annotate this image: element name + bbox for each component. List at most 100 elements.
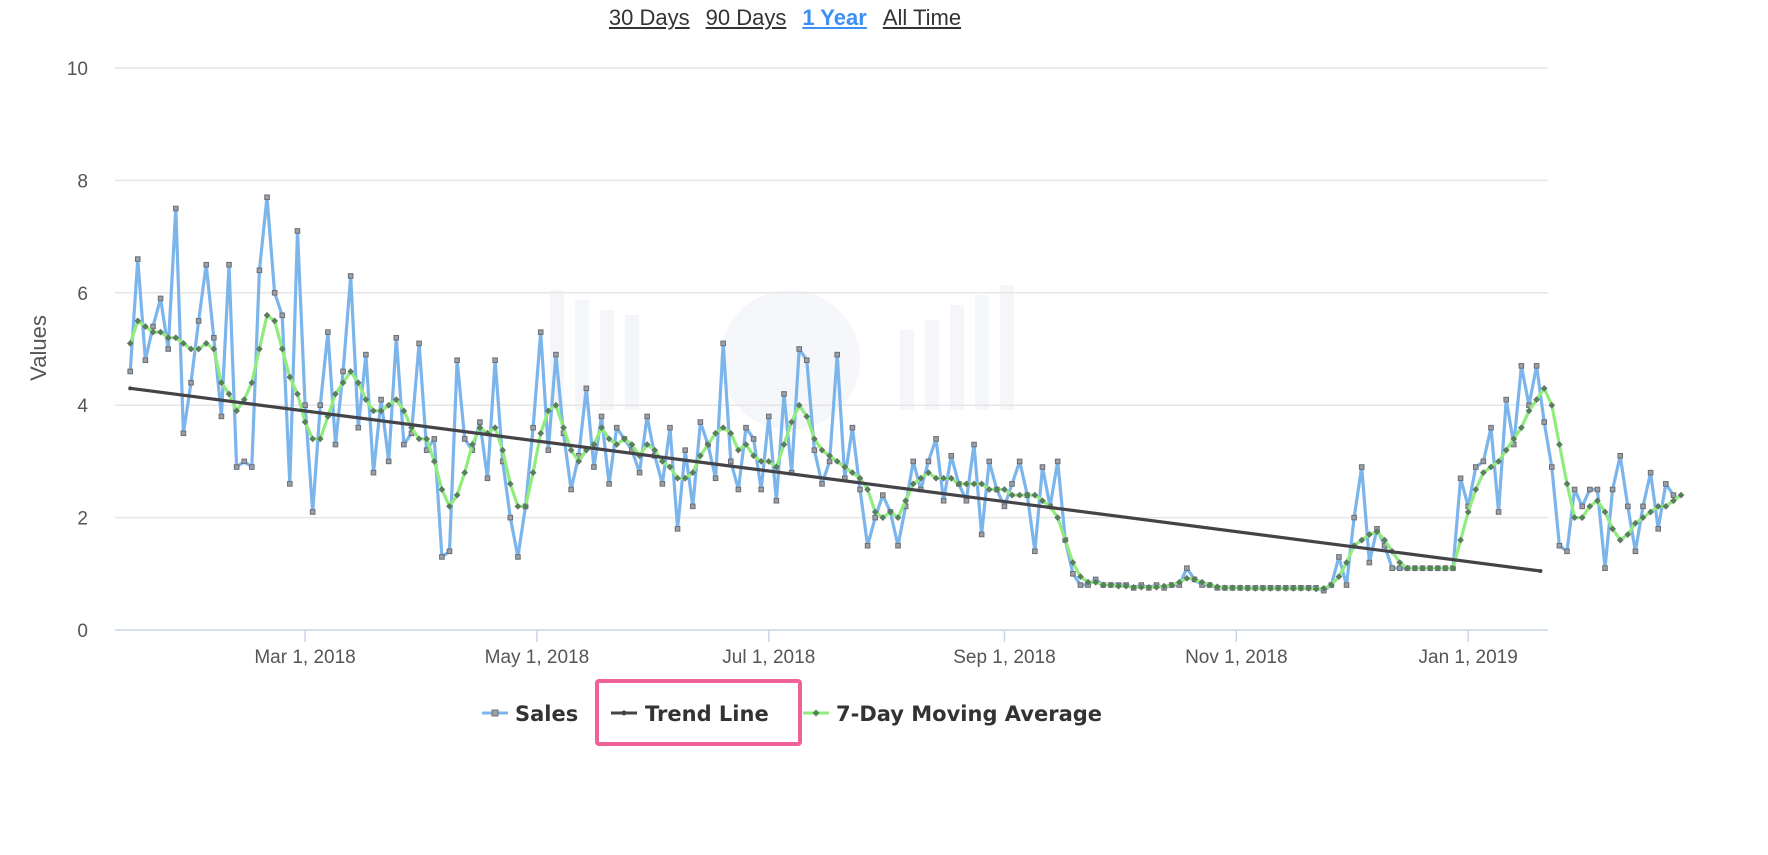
- data-point-moving-average[interactable]: [1449, 564, 1457, 572]
- data-point-moving-average[interactable]: [605, 435, 613, 443]
- data-point-sales[interactable]: [834, 351, 841, 358]
- data-point-moving-average[interactable]: [256, 345, 263, 353]
- data-point-moving-average[interactable]: [1327, 581, 1335, 589]
- data-point-sales[interactable]: [1587, 486, 1593, 493]
- data-point-moving-average[interactable]: [1335, 573, 1343, 580]
- data-point-sales[interactable]: [1549, 464, 1555, 470]
- data-point-sales[interactable]: [986, 458, 993, 465]
- data-point-moving-average[interactable]: [1312, 585, 1320, 593]
- data-point-moving-average[interactable]: [887, 508, 894, 516]
- data-point-sales[interactable]: [150, 323, 156, 330]
- data-point-sales[interactable]: [1579, 503, 1586, 510]
- data-point-sales[interactable]: [226, 261, 232, 268]
- data-point-sales[interactable]: [743, 424, 749, 431]
- data-point-moving-average[interactable]: [1213, 583, 1221, 591]
- data-point-sales[interactable]: [735, 486, 742, 493]
- data-point-sales[interactable]: [1609, 486, 1616, 493]
- data-point-sales[interactable]: [545, 447, 552, 453]
- data-point-sales[interactable]: [1655, 526, 1662, 532]
- data-point-moving-average[interactable]: [134, 317, 142, 325]
- data-point-moving-average[interactable]: [286, 373, 294, 381]
- data-point-moving-average[interactable]: [1525, 407, 1533, 415]
- data-point-moving-average[interactable]: [1115, 582, 1122, 590]
- data-point-moving-average[interactable]: [628, 441, 636, 448]
- data-point-sales[interactable]: [1556, 542, 1563, 549]
- data-point-moving-average[interactable]: [795, 401, 803, 409]
- data-point-sales[interactable]: [157, 295, 164, 302]
- data-point-sales[interactable]: [1351, 514, 1357, 521]
- data-point-sales[interactable]: [370, 469, 377, 476]
- data-point-moving-average[interactable]: [560, 424, 567, 432]
- data-point-moving-average[interactable]: [491, 424, 499, 432]
- data-point-moving-average[interactable]: [1601, 508, 1609, 516]
- data-point-moving-average[interactable]: [278, 345, 286, 353]
- data-point-moving-average[interactable]: [1518, 424, 1525, 432]
- data-point-moving-average[interactable]: [1251, 585, 1259, 592]
- data-point-moving-average[interactable]: [385, 401, 393, 409]
- data-point-sales[interactable]: [583, 385, 590, 392]
- data-point-sales[interactable]: [872, 514, 879, 521]
- range-90-days[interactable]: 90 Days: [705, 5, 787, 30]
- data-point-moving-average[interactable]: [963, 480, 970, 488]
- data-point-moving-average[interactable]: [1016, 491, 1024, 499]
- data-point-moving-average[interactable]: [742, 441, 750, 448]
- data-point-moving-average[interactable]: [757, 458, 765, 465]
- data-point-moving-average[interactable]: [157, 328, 164, 336]
- data-point-sales[interactable]: [256, 267, 263, 274]
- data-point-moving-average[interactable]: [1077, 573, 1084, 580]
- data-point-moving-average[interactable]: [392, 396, 400, 403]
- data-point-sales[interactable]: [484, 475, 491, 482]
- data-point-sales[interactable]: [249, 464, 255, 470]
- data-point-moving-average[interactable]: [233, 407, 240, 415]
- data-point-sales[interactable]: [1632, 548, 1639, 555]
- data-point-moving-average[interactable]: [643, 441, 651, 448]
- data-point-moving-average[interactable]: [613, 441, 621, 448]
- data-point-moving-average[interactable]: [985, 486, 993, 493]
- data-point-sales[interactable]: [454, 357, 460, 364]
- data-point-moving-average[interactable]: [1381, 536, 1388, 544]
- data-point-sales[interactable]: [781, 391, 787, 397]
- data-point-moving-average[interactable]: [871, 508, 879, 516]
- data-point-moving-average[interactable]: [719, 424, 727, 432]
- data-point-moving-average[interactable]: [202, 340, 210, 347]
- data-point-sales[interactable]: [1389, 565, 1395, 571]
- data-point-moving-average[interactable]: [925, 469, 932, 477]
- data-point-sales[interactable]: [1617, 452, 1624, 459]
- data-point-sales[interactable]: [978, 531, 985, 538]
- data-point-moving-average[interactable]: [1267, 585, 1274, 592]
- data-point-sales[interactable]: [636, 469, 643, 476]
- data-point-sales[interactable]: [720, 340, 726, 347]
- data-point-moving-average[interactable]: [1639, 514, 1647, 521]
- data-point-sales[interactable]: [279, 312, 286, 319]
- data-point-moving-average[interactable]: [1289, 585, 1297, 592]
- data-point-sales[interactable]: [895, 542, 901, 549]
- data-point-sales[interactable]: [165, 346, 172, 352]
- data-point-sales[interactable]: [477, 419, 483, 425]
- data-point-moving-average[interactable]: [1654, 502, 1662, 510]
- data-point-moving-average[interactable]: [1670, 497, 1677, 505]
- data-point-moving-average[interactable]: [1160, 582, 1168, 590]
- data-point-moving-average[interactable]: [1153, 583, 1160, 591]
- data-point-sales[interactable]: [1457, 475, 1464, 482]
- data-point-moving-average[interactable]: [1145, 583, 1153, 591]
- data-point-moving-average[interactable]: [438, 486, 446, 493]
- data-point-sales[interactable]: [1054, 458, 1061, 465]
- data-point-moving-average[interactable]: [1183, 574, 1191, 582]
- data-point-moving-average[interactable]: [1274, 585, 1282, 592]
- data-point-moving-average[interactable]: [142, 323, 149, 330]
- data-point-sales[interactable]: [1640, 503, 1646, 510]
- data-point-moving-average[interactable]: [666, 463, 674, 471]
- data-point-sales[interactable]: [553, 351, 559, 358]
- data-point-sales[interactable]: [727, 458, 734, 465]
- data-point-moving-average[interactable]: [955, 480, 963, 488]
- data-point-sales[interactable]: [492, 357, 498, 364]
- data-point-sales[interactable]: [1016, 458, 1023, 465]
- data-point-moving-average[interactable]: [940, 474, 947, 482]
- data-point-moving-average[interactable]: [1001, 486, 1008, 493]
- data-point-sales[interactable]: [537, 329, 544, 335]
- data-point-moving-average[interactable]: [1510, 435, 1518, 443]
- data-point-sales[interactable]: [796, 346, 802, 352]
- data-point-sales[interactable]: [309, 509, 316, 515]
- data-point-moving-average[interactable]: [514, 502, 522, 510]
- data-point-moving-average[interactable]: [537, 429, 545, 437]
